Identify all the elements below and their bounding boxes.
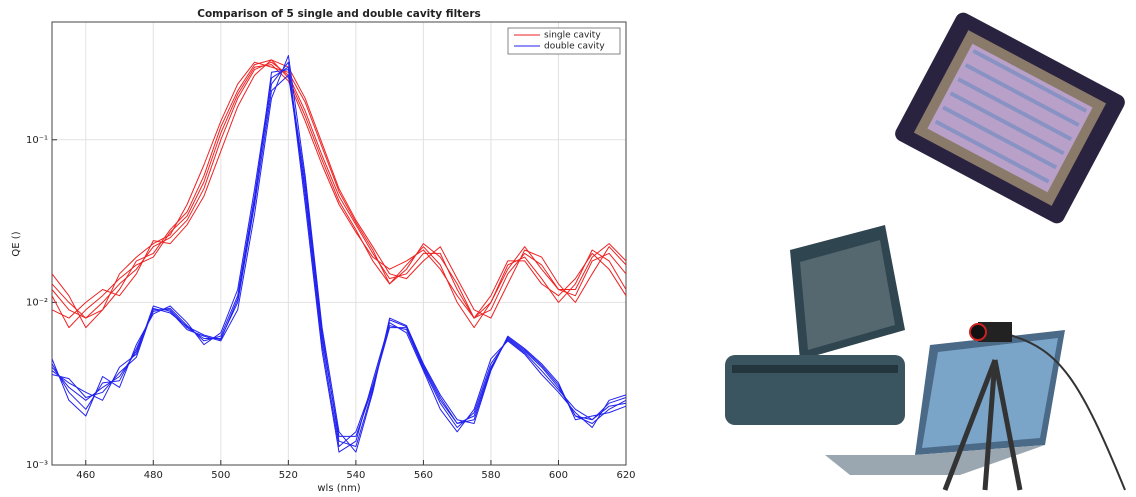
sensor-chip <box>895 12 1125 224</box>
x-tick-label: 500 <box>211 470 230 481</box>
chart-title: Comparison of 5 single and double cavity… <box>197 8 481 20</box>
x-axis-label: wls (nm) <box>317 483 360 494</box>
plot-frame <box>51 21 627 466</box>
y-tick-label: 10⁻¹ <box>26 135 48 146</box>
camera-tripod <box>942 322 1126 491</box>
carry-case <box>725 225 905 425</box>
data-line <box>51 59 627 329</box>
product-images <box>725 12 1126 491</box>
plot-area <box>52 22 626 465</box>
data-line <box>51 55 627 453</box>
x-tick-label: 460 <box>76 470 95 481</box>
legend-label: single cavity <box>544 31 601 41</box>
legend-box <box>507 27 621 55</box>
data-line <box>51 64 627 329</box>
x-tick-label: 480 <box>144 470 163 481</box>
data-line <box>51 59 627 319</box>
y-tick-label: 10⁻³ <box>26 460 48 471</box>
x-tick-label: 600 <box>549 470 568 481</box>
y-tick-label: 10⁻² <box>26 297 48 308</box>
x-tick-label: 580 <box>481 470 500 481</box>
y-axis-label: QE () <box>11 231 22 256</box>
x-tick-label: 540 <box>346 470 365 481</box>
data-line <box>51 61 627 319</box>
x-tick-label: 620 <box>616 470 635 481</box>
data-line <box>51 61 627 319</box>
data-line <box>51 69 627 447</box>
x-tick-label: 560 <box>414 470 433 481</box>
x-tick-label: 520 <box>279 470 298 481</box>
legend-label: double cavity <box>544 42 605 52</box>
